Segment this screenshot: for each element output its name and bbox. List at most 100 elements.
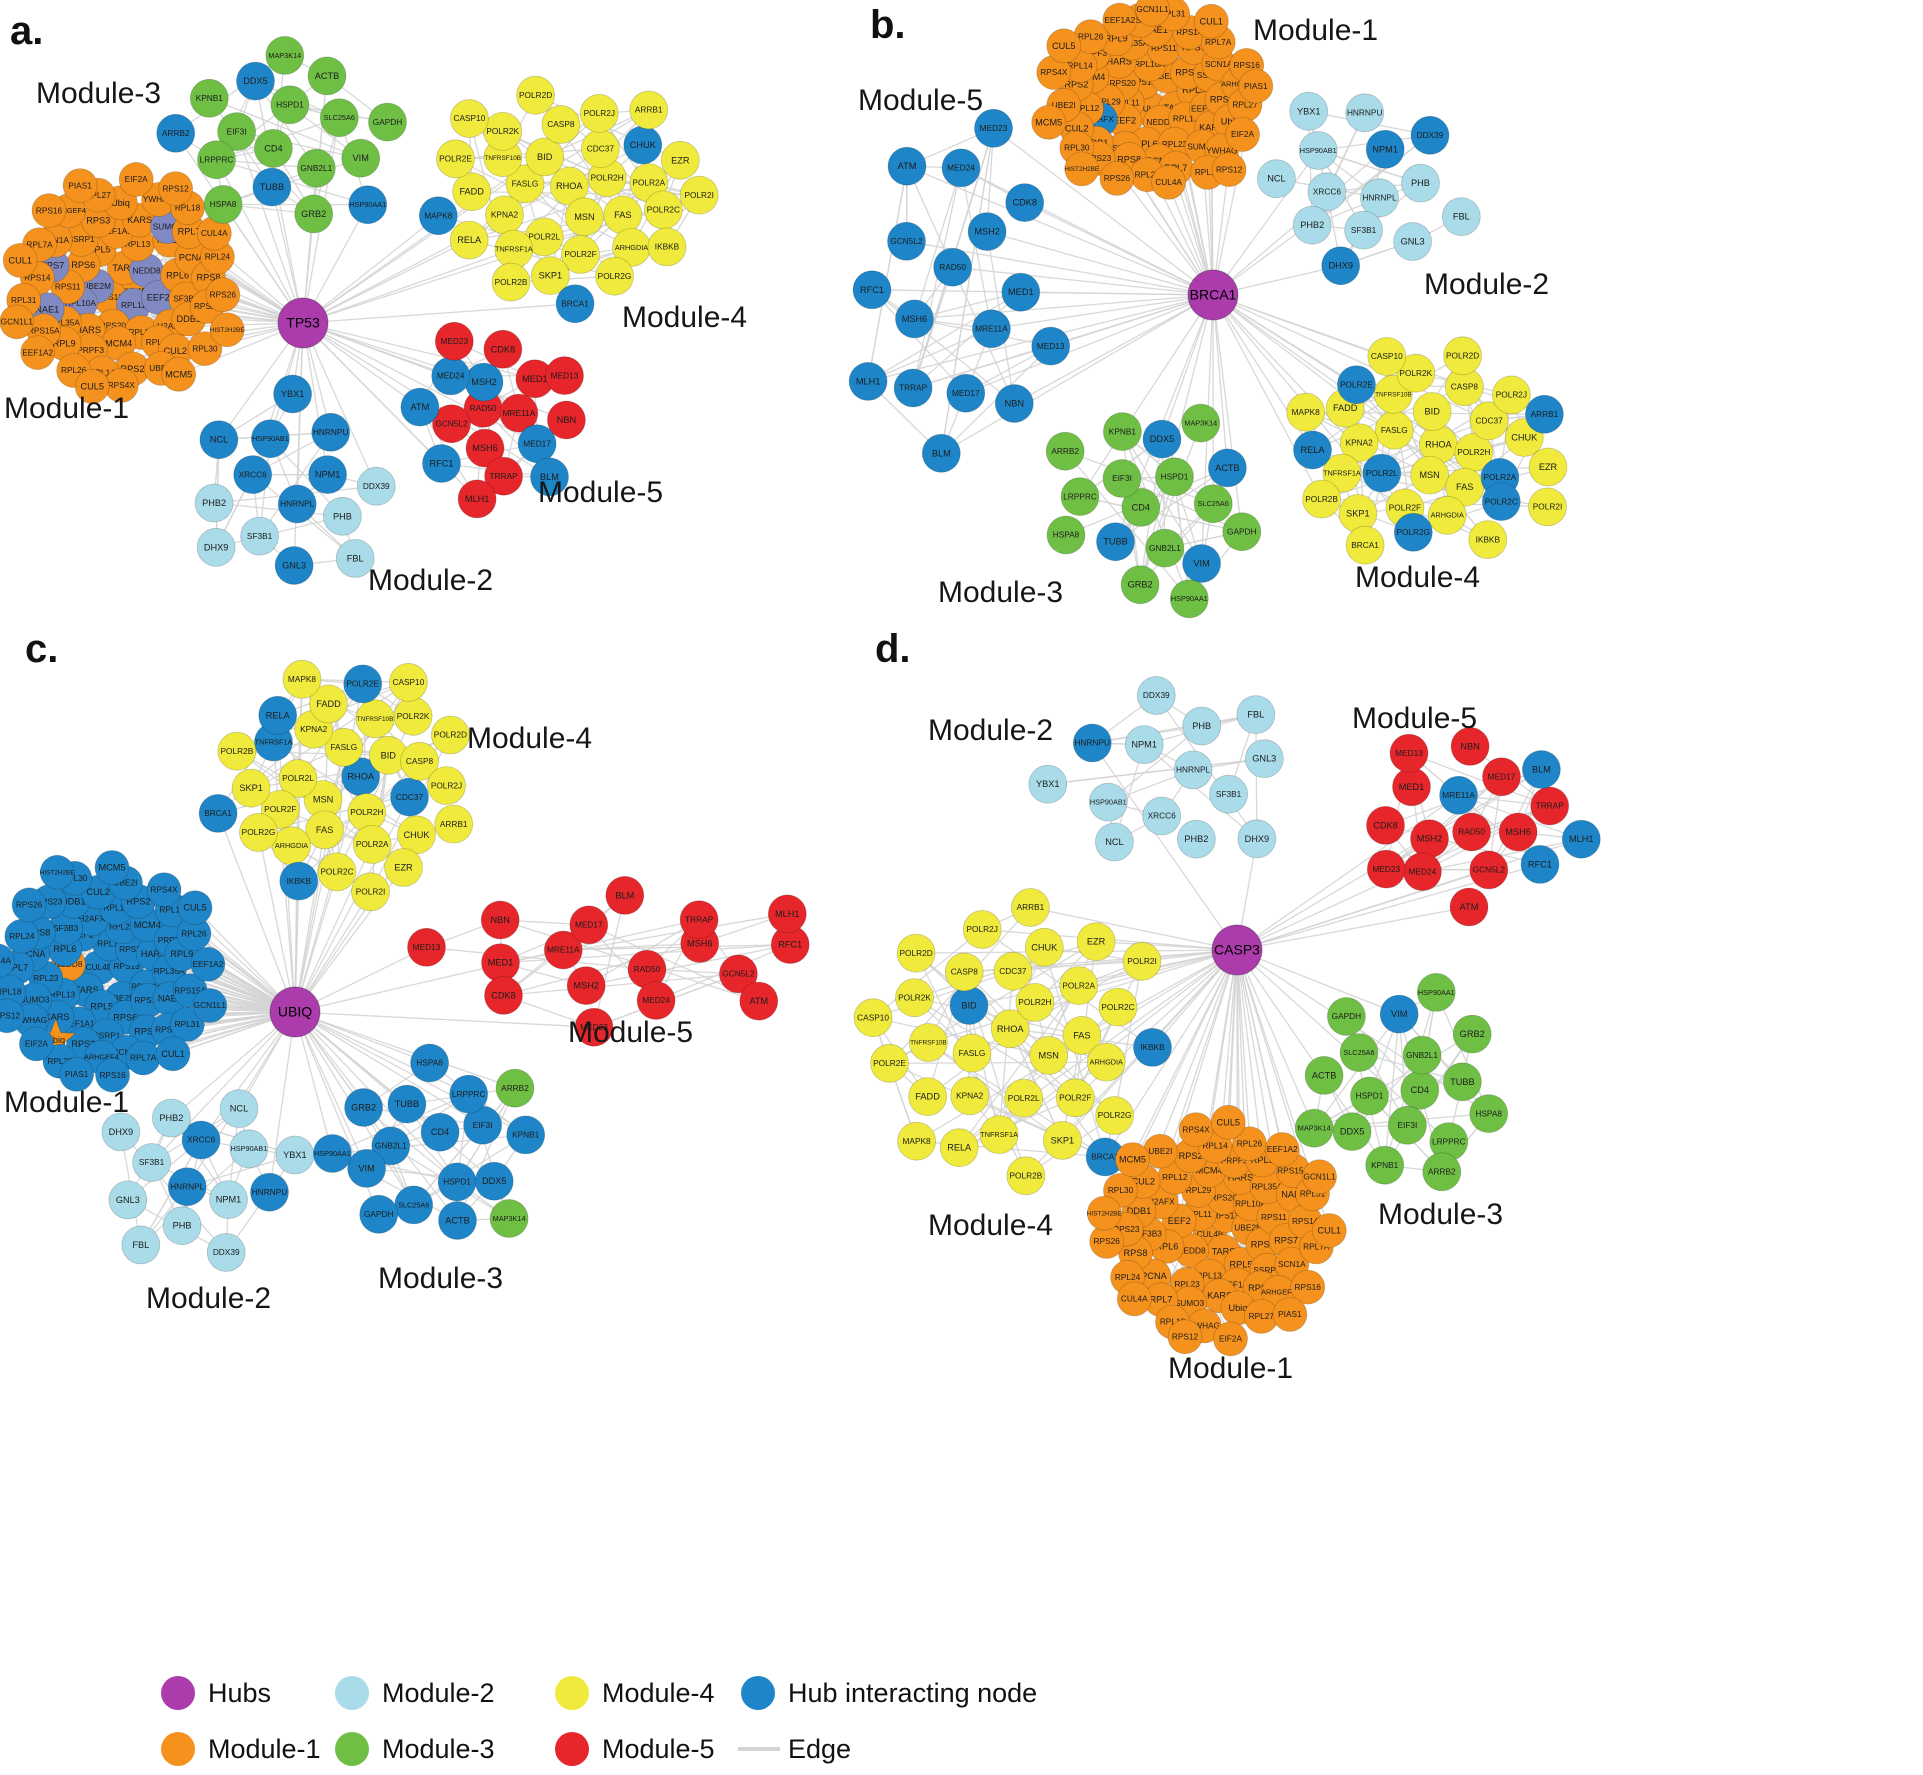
node-label: TUBB — [1103, 537, 1128, 547]
node-circle — [887, 221, 926, 261]
node-label: RPS14 — [1176, 27, 1203, 37]
node-label: MED23 — [440, 336, 468, 346]
node-label: SF3B1 — [1351, 225, 1377, 235]
node-label: CASP10 — [453, 113, 485, 123]
node-circle — [74, 369, 110, 404]
node-label: RPS14 — [24, 273, 51, 283]
node-rela: RELA — [1293, 430, 1332, 470]
hub-edge — [302, 156, 546, 324]
node-label: RPL26 — [1237, 1138, 1263, 1148]
node-label: POLR2E — [439, 154, 472, 164]
node-circle — [525, 137, 565, 177]
node-circle — [1043, 1121, 1082, 1160]
node-label: RAD50 — [939, 262, 966, 272]
node-label: RPL31 — [1300, 1189, 1326, 1199]
node-circle — [647, 227, 687, 267]
hub-edge — [1236, 906, 1470, 951]
node-circle — [239, 813, 278, 852]
node-label: RFC1 — [778, 940, 802, 950]
node-circle — [250, 419, 290, 459]
node-label: RFC1 — [860, 285, 884, 295]
node-label: POLR2D — [434, 730, 467, 740]
node-polr2d: POLR2D — [1443, 336, 1482, 376]
node-label: GNB2L1 — [375, 1141, 407, 1151]
node-polr2e: POLR2E — [1337, 365, 1376, 405]
node-label: PHB — [1192, 721, 1211, 731]
edge — [455, 158, 632, 248]
hub-edge — [294, 1011, 595, 1028]
node-fadd: FADD — [452, 172, 492, 212]
node-label: CUL2 — [86, 887, 110, 897]
node-label: ARHGDIA — [1431, 511, 1464, 520]
node-circle — [1182, 706, 1222, 746]
node-cul4a: CUL4A — [1151, 164, 1186, 200]
node-label: ACTB — [1312, 1070, 1337, 1080]
node-label: CD4 — [431, 1127, 449, 1137]
hub-edge — [1236, 949, 1283, 1150]
node-label: GAPDH — [364, 1209, 394, 1219]
node-label: EIF2A — [1219, 1334, 1243, 1344]
node-label: EEF1A1 — [64, 1018, 95, 1028]
node-label: EIF2A — [25, 1039, 49, 1049]
node-label: RPS20 — [119, 944, 146, 954]
node-blm: BLM — [605, 876, 645, 915]
node-label: MLH1 — [775, 909, 800, 919]
node-label: POLR2C — [320, 867, 353, 877]
node-label: MED13 — [413, 942, 441, 952]
node-circle — [887, 146, 927, 186]
node-label: MLH1 — [1569, 834, 1594, 844]
node-sf3b1: SF3B1 — [132, 1143, 172, 1182]
node-circle — [252, 167, 292, 207]
node-label: RPL13 — [1197, 1271, 1223, 1281]
node-label: MED24 — [642, 995, 670, 1005]
node-label: EZR — [671, 155, 690, 165]
node-circle — [1345, 525, 1385, 565]
node-circle — [1298, 131, 1338, 170]
node-label: EEF2 — [1168, 1216, 1191, 1226]
node-brca1: BRCA1 — [555, 284, 595, 324]
node-circle — [939, 1128, 979, 1168]
node-rps12: RPS12 — [158, 171, 194, 207]
node-label: EEF1A2 — [22, 347, 53, 357]
edge — [998, 971, 1014, 1135]
node-circle — [547, 400, 586, 440]
hub-edge — [215, 159, 304, 324]
node-cdc37: CDC37 — [993, 951, 1033, 991]
node-hspd1: HSPD1 — [437, 1162, 477, 1202]
node-med17: MED17 — [1482, 757, 1521, 797]
node-phb2: PHB2 — [194, 483, 234, 523]
node-circle — [132, 1143, 172, 1182]
node-polr2g: POLR2G — [239, 813, 278, 852]
node-label: NPM1 — [315, 470, 341, 480]
node-label: RPL26 — [1078, 31, 1104, 41]
node-gcn1l1: GCN1L1 — [0, 304, 35, 340]
node-label: ARHGEF4 — [84, 1053, 118, 1062]
module-label: Module-3 — [1378, 1198, 1503, 1231]
node-eif3i: EIF3I — [1388, 1105, 1427, 1145]
node-arrb2: ARRB2 — [156, 113, 196, 153]
hub-edge — [200, 1011, 296, 1141]
node-circle — [908, 1077, 947, 1116]
node-circle — [1076, 922, 1116, 961]
node-label: NBN — [1460, 741, 1479, 751]
legend-item-edge: Edge — [738, 1734, 851, 1764]
node-circle — [1412, 392, 1452, 431]
node-hnrnpu: HNRNPU — [311, 412, 351, 452]
node-label: FBL — [347, 553, 364, 563]
node-label: PIAS1 — [68, 180, 92, 190]
node-hsp90ab1: HSP90AB1 — [250, 419, 290, 459]
node-circle — [605, 876, 645, 915]
node-label: RPL9 — [1105, 34, 1128, 44]
node-kpna2: KPNA2 — [950, 1076, 990, 1116]
edge — [867, 291, 1022, 382]
node-label: GCN5L2 — [890, 236, 923, 246]
hub-edge — [1236, 949, 1263, 1160]
legend: Hubs Module-2 Module-4 Hub interacting node… — [161, 1676, 1037, 1766]
node-gcn1l1: GCN1L1 — [1135, 0, 1170, 27]
node-gnl3: GNL3 — [108, 1180, 148, 1220]
node-circle — [1177, 819, 1216, 859]
node-circle — [351, 872, 390, 912]
hub-edge — [940, 294, 1214, 454]
node-circle — [121, 1225, 161, 1265]
